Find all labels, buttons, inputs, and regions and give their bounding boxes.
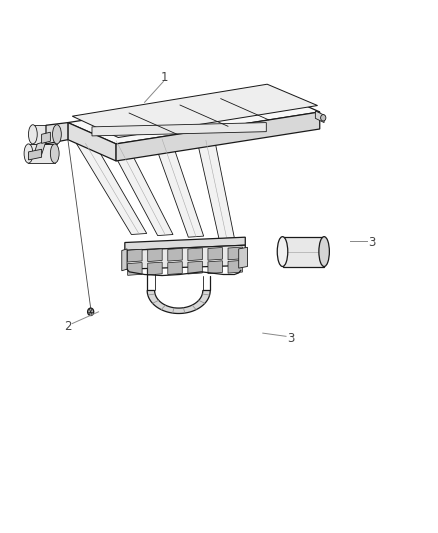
Polygon shape — [148, 262, 162, 275]
Ellipse shape — [277, 237, 288, 266]
Polygon shape — [92, 123, 266, 136]
Polygon shape — [228, 260, 243, 273]
Polygon shape — [208, 261, 223, 273]
Polygon shape — [68, 91, 320, 144]
Polygon shape — [68, 123, 116, 161]
Polygon shape — [28, 144, 55, 163]
Ellipse shape — [28, 125, 37, 144]
Polygon shape — [228, 247, 243, 260]
Polygon shape — [315, 111, 324, 123]
Polygon shape — [239, 247, 247, 268]
Polygon shape — [122, 249, 127, 271]
Polygon shape — [197, 140, 234, 239]
Ellipse shape — [319, 237, 329, 266]
Ellipse shape — [50, 144, 59, 163]
Polygon shape — [283, 237, 324, 266]
Circle shape — [321, 115, 326, 121]
Polygon shape — [46, 123, 68, 144]
Polygon shape — [72, 84, 318, 138]
Polygon shape — [168, 262, 182, 274]
Polygon shape — [208, 247, 223, 260]
Ellipse shape — [53, 125, 61, 144]
Ellipse shape — [24, 144, 33, 163]
Polygon shape — [42, 132, 50, 143]
Polygon shape — [153, 139, 204, 237]
Polygon shape — [127, 263, 142, 276]
Text: 3: 3 — [369, 236, 376, 249]
Polygon shape — [33, 141, 46, 157]
Text: 1: 1 — [160, 71, 168, 84]
Polygon shape — [125, 237, 245, 251]
Text: 3: 3 — [288, 332, 295, 345]
Polygon shape — [107, 140, 173, 236]
Polygon shape — [116, 112, 320, 161]
Polygon shape — [148, 249, 162, 262]
Text: 2: 2 — [64, 320, 72, 333]
Polygon shape — [77, 143, 147, 235]
Polygon shape — [127, 249, 142, 262]
Polygon shape — [188, 248, 202, 261]
Polygon shape — [125, 245, 245, 269]
Circle shape — [88, 308, 94, 316]
Polygon shape — [168, 248, 182, 261]
Polygon shape — [28, 149, 42, 160]
Polygon shape — [147, 290, 210, 313]
Polygon shape — [33, 125, 57, 144]
Polygon shape — [188, 261, 202, 274]
